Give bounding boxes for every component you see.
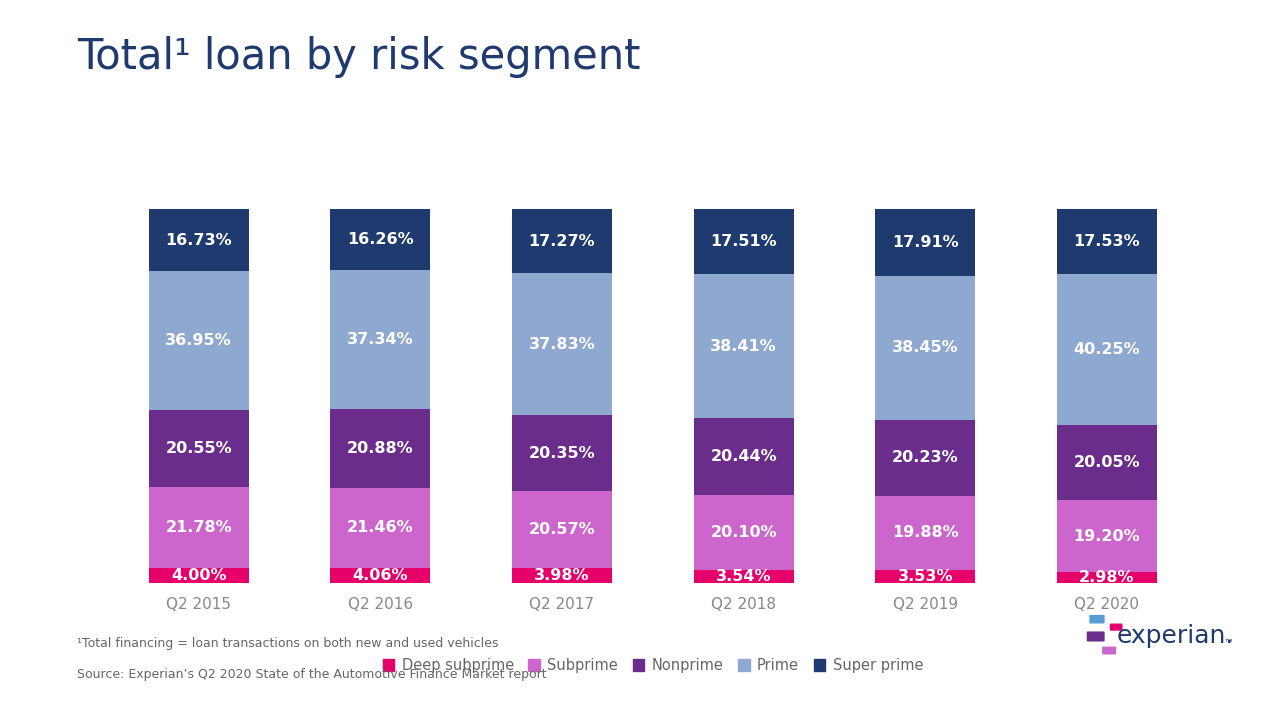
Text: 21.78%: 21.78% [165,520,232,535]
Bar [1057,500,1157,572]
Text: Source: Experian’s Q2 2020 State of the Automotive Finance Market report: Source: Experian’s Q2 2020 State of the … [77,668,547,681]
Bar [330,209,430,270]
Bar [876,209,975,276]
Text: 20.57%: 20.57% [529,522,595,537]
Text: ¹Total financing = loan transactions on both new and used vehicles: ¹Total financing = loan transactions on … [77,637,498,650]
Bar [694,495,794,570]
Bar [148,568,248,583]
Text: Total¹ loan by risk segment: Total¹ loan by risk segment [77,36,640,78]
Bar [512,209,612,274]
Bar [876,420,975,495]
Text: 20.35%: 20.35% [529,446,595,461]
Bar [330,270,430,410]
Bar [148,487,248,568]
Text: 37.34%: 37.34% [347,332,413,347]
Bar [512,568,612,583]
Text: 17.53%: 17.53% [1074,234,1140,249]
Bar [1057,274,1157,425]
Bar [148,410,248,487]
Bar [330,568,430,583]
Bar [512,274,612,415]
Text: 37.83%: 37.83% [529,337,595,352]
Bar [148,209,248,271]
Bar [694,274,794,418]
Text: 17.91%: 17.91% [892,235,959,250]
Bar [330,487,430,568]
Text: 20.23%: 20.23% [892,450,959,465]
Text: 2.98%: 2.98% [1079,570,1135,585]
Text: 3.98%: 3.98% [534,568,590,583]
Bar [876,570,975,583]
Bar [876,495,975,570]
Text: 19.20%: 19.20% [1074,528,1140,544]
Bar [694,570,794,583]
Text: 20.88%: 20.88% [347,441,413,456]
Text: 4.00%: 4.00% [170,568,227,583]
Text: 40.25%: 40.25% [1074,342,1140,357]
Bar [876,276,975,420]
Text: 20.05%: 20.05% [1074,455,1140,470]
Text: 16.73%: 16.73% [165,233,232,248]
Text: 16.26%: 16.26% [347,232,413,247]
Bar [694,209,794,274]
Bar [330,410,430,487]
Text: 19.88%: 19.88% [892,526,959,540]
Legend: Deep subprime, Subprime, Nonprime, Prime, Super prime: Deep subprime, Subprime, Nonprime, Prime… [376,652,929,679]
Text: 38.41%: 38.41% [710,339,777,354]
Text: 20.10%: 20.10% [710,525,777,540]
Text: 21.46%: 21.46% [347,521,413,536]
Text: 17.51%: 17.51% [710,234,777,249]
Text: ™: ™ [1224,637,1234,647]
Text: 36.95%: 36.95% [165,333,232,348]
Text: 4.06%: 4.06% [352,568,408,583]
Text: 3.54%: 3.54% [716,569,772,584]
Text: experian.: experian. [1116,624,1234,649]
Text: 3.53%: 3.53% [897,569,954,584]
Bar [1057,425,1157,500]
Bar [694,418,794,495]
Bar [148,271,248,410]
Bar [1057,209,1157,274]
Text: 17.27%: 17.27% [529,233,595,248]
Text: 20.55%: 20.55% [165,441,232,456]
Bar [1057,572,1157,583]
Text: 20.44%: 20.44% [710,449,777,464]
Text: 38.45%: 38.45% [892,341,959,356]
Bar [512,415,612,491]
Bar [512,491,612,568]
